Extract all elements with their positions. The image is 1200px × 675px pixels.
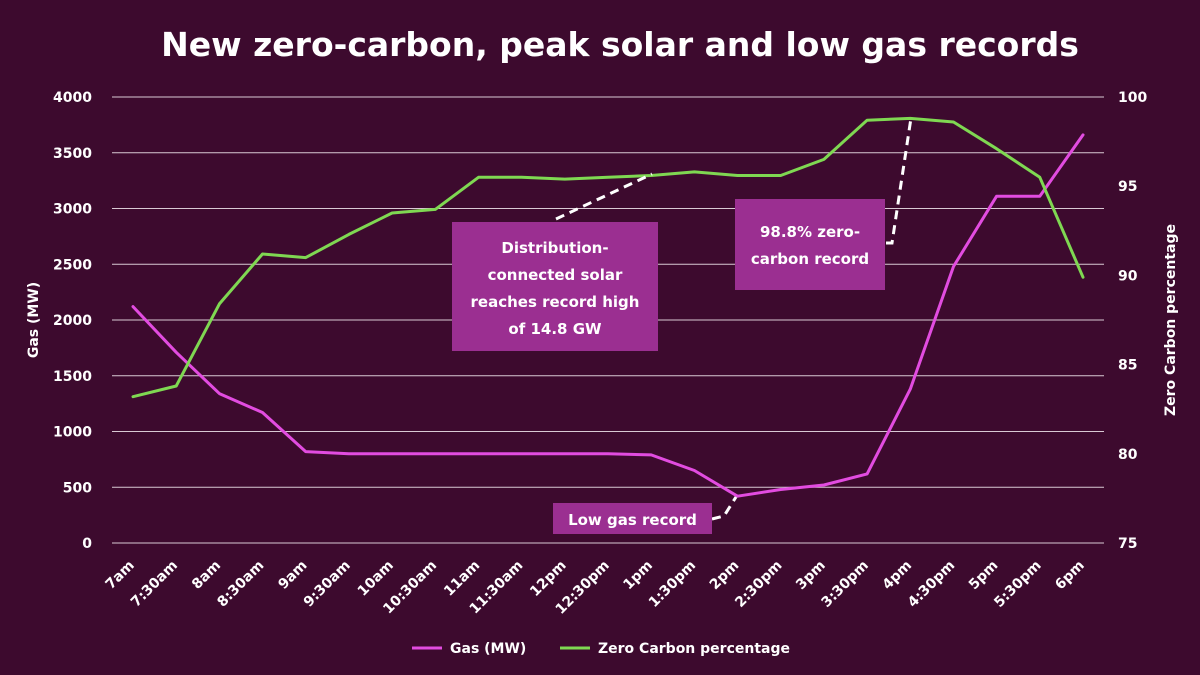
annotation-leader-zerocarbon	[886, 117, 913, 245]
annotation-leader-solar	[555, 172, 653, 221]
annotation-text-solar: reaches record high	[471, 293, 640, 311]
x-tick: 11am	[441, 558, 483, 600]
y-tick-left: 0	[82, 536, 92, 552]
x-tick: 4pm	[879, 558, 915, 594]
x-tick: 12pm	[527, 558, 569, 600]
x-tick: 8:30am	[214, 558, 267, 611]
x-tick: 8am	[189, 558, 224, 593]
annotation-text-zerocarbon: 98.8% zero-	[760, 223, 860, 241]
tick-labels: 0 500 1000 1500 2000 2500 3000 3500 4000 75 80 85 90…	[53, 90, 1147, 618]
series-lines	[131, 116, 1085, 498]
x-tick: 2pm	[707, 558, 743, 594]
y-tick-left: 3500	[53, 146, 92, 162]
annotation-leader-lowgas	[711, 496, 738, 521]
annotation-text-solar: Distribution-	[501, 239, 608, 257]
x-tick: 1:30pm	[646, 558, 699, 611]
y-tick-left: 1500	[53, 369, 92, 385]
legend-label-1: Zero Carbon percentage	[598, 641, 790, 657]
y-axis-title-right: Zero Carbon percentage	[1163, 224, 1179, 416]
x-tick: 7am	[103, 558, 138, 593]
x-tick: 2:30pm	[732, 558, 785, 611]
annotation-box-zerocarbon	[735, 199, 885, 290]
x-tick: 4:30pm	[905, 558, 958, 611]
annotation-text-solar: connected solar	[488, 266, 623, 284]
x-tick: 1pm	[620, 558, 656, 594]
x-tick: 9am	[275, 558, 310, 593]
x-tick: 9:30am	[301, 558, 354, 611]
annotation-text-solar: of 14.8 GW	[508, 320, 602, 338]
legend: Gas (MW) Zero Carbon percentage	[412, 641, 790, 657]
y-tick-right: 95	[1118, 179, 1137, 195]
series-line-1	[131, 116, 1085, 399]
y-tick-left: 2000	[53, 313, 92, 329]
annotation-text-zerocarbon: carbon record	[751, 250, 869, 268]
chart-title: New zero-carbon, peak solar and low gas …	[161, 25, 1079, 64]
annotation-box-lowgas	[553, 503, 712, 534]
y-tick-left: 4000	[53, 90, 92, 106]
x-tick: 3:30pm	[819, 558, 872, 611]
x-tick: 3pm	[793, 558, 829, 594]
x-tick: 10am	[355, 558, 397, 600]
y-axis-title-left: Gas (MW)	[26, 282, 42, 358]
y-tick-right: 90	[1118, 268, 1138, 284]
y-tick-right: 85	[1118, 358, 1137, 374]
x-tick: 7:30am	[128, 558, 181, 611]
y-tick-left: 2500	[53, 257, 92, 273]
series-line-0	[131, 133, 1085, 498]
y-tick-right: 75	[1118, 536, 1137, 552]
annotations: Distribution-connected solar reaches reco…	[452, 117, 913, 534]
x-tick: 5pm	[966, 558, 1002, 594]
y-tick-right: 80	[1118, 447, 1138, 463]
x-tick: 6pm	[1052, 558, 1088, 594]
y-tick-left: 500	[63, 480, 92, 496]
x-tick: 5:30pm	[991, 558, 1044, 611]
annotation-text-lowgas: Low gas record	[568, 511, 697, 529]
y-tick-right: 100	[1118, 90, 1147, 106]
annotation-box-solar	[452, 222, 658, 351]
y-tick-left: 1000	[53, 425, 92, 441]
legend-label-0: Gas (MW)	[450, 641, 526, 657]
y-tick-left: 3000	[53, 202, 92, 218]
